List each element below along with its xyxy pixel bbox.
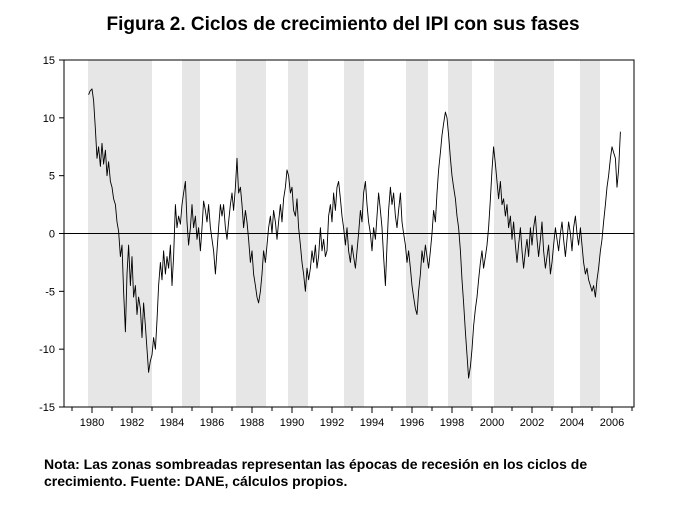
x-tick-label: 2006 <box>600 417 624 429</box>
chart-title: Figura 2. Ciclos de crecimiento del IPI … <box>106 14 580 35</box>
x-tick-label: 1986 <box>200 417 224 429</box>
x-tick-label: 1994 <box>360 417 384 429</box>
x-tick-label: 1988 <box>240 417 264 429</box>
x-tick-label: 2002 <box>520 417 544 429</box>
x-tick-label: 2004 <box>560 417 584 429</box>
y-tick-label: 15 <box>43 55 55 67</box>
x-tick-label: 1996 <box>400 417 424 429</box>
y-tick-label: -15 <box>39 402 55 414</box>
x-tick-label: 1990 <box>280 417 304 429</box>
footnote-line-1: Nota: Las zonas sombreadas representan l… <box>44 456 588 472</box>
x-tick-label: 1992 <box>320 417 344 429</box>
y-tick-label: -10 <box>39 344 55 356</box>
x-axis: 1980 1982 1984 1986 1988 1990 1992 1994 1996 1998… <box>71 407 633 429</box>
footnote: Nota: Las zonas sombreadas representan l… <box>44 456 664 490</box>
x-tick-label: 2000 <box>480 417 504 429</box>
y-axis: 15 10 5 0 -5 -10 -15 <box>39 55 64 414</box>
series-line-ipi <box>88 88 621 379</box>
y-tick-label: 0 <box>49 229 55 241</box>
footnote-line-2: crecimiento. Fuente: DANE, cálculos prop… <box>44 473 348 489</box>
x-tick-label: 1998 <box>440 417 464 429</box>
y-tick-label: 10 <box>43 113 55 125</box>
y-tick-label: -5 <box>45 286 55 298</box>
x-tick-label: 1984 <box>160 417 184 429</box>
y-tick-label: 5 <box>49 171 55 183</box>
x-tick-label: 1982 <box>120 417 144 429</box>
x-tick-label: 1980 <box>80 417 104 429</box>
